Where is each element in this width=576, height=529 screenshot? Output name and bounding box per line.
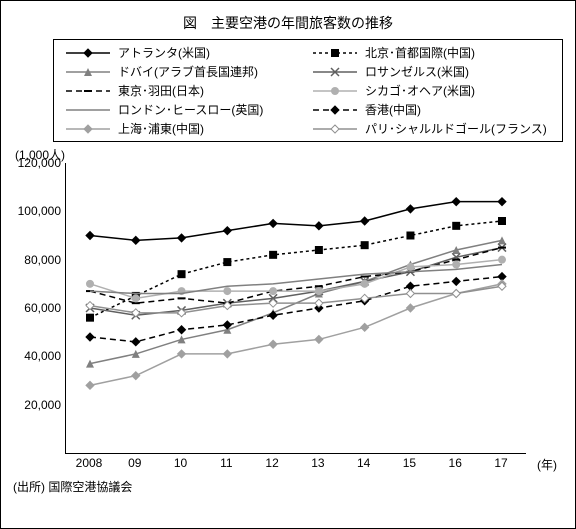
x-tick: 17 bbox=[494, 456, 507, 470]
legend-label: ロサンゼルス(米国) bbox=[365, 63, 469, 80]
legend-item: ロサンゼルス(米国) bbox=[311, 63, 552, 80]
x-tick: 09 bbox=[128, 456, 141, 470]
chart-svg bbox=[66, 163, 526, 453]
legend-label: パリ･シャルルドゴール(フランス) bbox=[365, 120, 547, 137]
legend-item: 上海･浦東(中国) bbox=[64, 120, 305, 137]
legend-item: 東京･羽田(日本) bbox=[64, 82, 305, 99]
y-tick: 100,000 bbox=[18, 204, 61, 218]
legend-item: パリ･シャルルドゴール(フランス) bbox=[311, 120, 552, 137]
legend-label: アトランタ(米国) bbox=[118, 44, 210, 61]
legend-label: シカゴ･オヘア(米国) bbox=[365, 82, 475, 99]
x-tick: 10 bbox=[174, 456, 187, 470]
legend-item: シカゴ･オヘア(米国) bbox=[311, 82, 552, 99]
chart-source: (出所) 国際空港協議会 bbox=[13, 478, 563, 495]
legend-item: ドバイ(アラブ首長国連邦) bbox=[64, 63, 305, 80]
x-tick: 13 bbox=[311, 456, 324, 470]
legend-item: ロンドン･ヒースロー(英国) bbox=[64, 101, 305, 118]
y-tick: 40,000 bbox=[24, 349, 61, 363]
x-tick: 2008 bbox=[76, 456, 103, 470]
x-tick: 11 bbox=[220, 456, 232, 470]
legend-label: 香港(中国) bbox=[365, 101, 421, 118]
x-tick: 16 bbox=[449, 456, 462, 470]
x-tick: 14 bbox=[357, 456, 370, 470]
x-axis: (年) 2008091011121314151617 bbox=[65, 454, 525, 474]
y-tick: 80,000 bbox=[24, 253, 61, 267]
y-tick: 20,000 bbox=[24, 398, 61, 412]
x-axis-unit: (年) bbox=[537, 456, 557, 473]
legend-label: ロンドン･ヒースロー(英国) bbox=[118, 101, 263, 118]
y-axis: 20,00040,00060,00080,000100,000120,000 bbox=[13, 163, 65, 453]
legend-label: ドバイ(アラブ首長国連邦) bbox=[118, 63, 258, 80]
plot-area: 20,00040,00060,00080,000100,000120,000 bbox=[13, 163, 563, 454]
legend-item: 香港(中国) bbox=[311, 101, 552, 118]
y-tick: 60,000 bbox=[24, 301, 61, 315]
legend: アトランタ(米国) 北京･首都国際(中国) ドバイ(アラブ首長国連邦) ロサンゼルス(… bbox=[53, 39, 563, 142]
chart-title: 図 主要空港の年間旅客数の推移 bbox=[13, 13, 563, 33]
y-axis-label: (1,000人) bbox=[15, 146, 563, 163]
line-chart bbox=[65, 163, 526, 454]
legend-label: 上海･浦東(中国) bbox=[118, 120, 204, 137]
x-tick: 15 bbox=[403, 456, 416, 470]
legend-label: 東京･羽田(日本) bbox=[118, 82, 204, 99]
legend-item: アトランタ(米国) bbox=[64, 44, 305, 61]
x-tick: 12 bbox=[265, 456, 278, 470]
legend-item: 北京･首都国際(中国) bbox=[311, 44, 552, 61]
legend-label: 北京･首都国際(中国) bbox=[365, 44, 475, 61]
y-tick: 120,000 bbox=[18, 156, 61, 170]
